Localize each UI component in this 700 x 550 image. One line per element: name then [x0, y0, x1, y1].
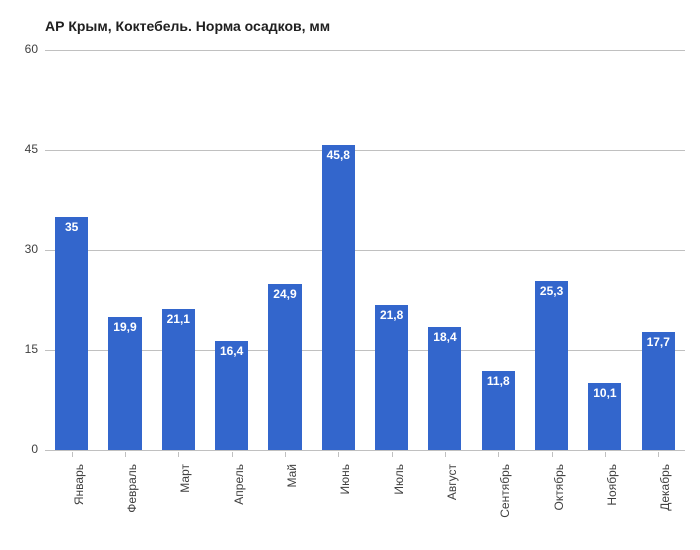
- bar-slot: 11,8: [472, 50, 525, 450]
- bar: 24,9: [268, 284, 301, 450]
- bar: 35: [55, 217, 88, 450]
- chart-container: АР Крым, Коктебель. Норма осадков, мм 35…: [0, 0, 700, 550]
- x-label-slot: Январь: [45, 452, 98, 542]
- x-tick-label: Октябрь: [552, 464, 566, 511]
- bar-value-label: 21,8: [375, 308, 408, 322]
- x-label-slot: Ноябрь: [578, 452, 631, 542]
- bar-slot: 24,9: [258, 50, 311, 450]
- x-tick-label: Декабрь: [658, 464, 672, 511]
- chart-title: АР Крым, Коктебель. Норма осадков, мм: [45, 18, 330, 34]
- bar-value-label: 19,9: [108, 320, 141, 334]
- bar: 25,3: [535, 281, 568, 450]
- x-label-slot: Октябрь: [525, 452, 578, 542]
- bar-slot: 35: [45, 50, 98, 450]
- x-label-slot: Май: [258, 452, 311, 542]
- x-tick-label: Февраль: [125, 464, 139, 513]
- x-tick-label: Апрель: [232, 464, 246, 505]
- y-tick-label: 45: [0, 142, 38, 156]
- x-label-slot: Август: [418, 452, 471, 542]
- bar-value-label: 10,1: [588, 386, 621, 400]
- bar-slot: 25,3: [525, 50, 578, 450]
- bar: 19,9: [108, 317, 141, 450]
- bar-slot: 21,1: [152, 50, 205, 450]
- x-tick: [178, 452, 179, 457]
- bar-value-label: 16,4: [215, 344, 248, 358]
- x-tick-label: Январь: [72, 464, 86, 505]
- bar-slot: 16,4: [205, 50, 258, 450]
- x-tick-label: Июль: [392, 464, 406, 495]
- x-tick: [285, 452, 286, 457]
- bar-value-label: 45,8: [322, 148, 355, 162]
- x-tick: [232, 452, 233, 457]
- bar: 21,1: [162, 309, 195, 450]
- bar: 45,8: [322, 145, 355, 450]
- x-label-slot: Декабрь: [632, 452, 685, 542]
- x-tick-label: Сентябрь: [498, 464, 512, 518]
- y-tick-label: 15: [0, 342, 38, 356]
- bar: 10,1: [588, 383, 621, 450]
- bar-slot: 10,1: [578, 50, 631, 450]
- x-tick: [392, 452, 393, 457]
- x-tick-label: Март: [178, 464, 192, 493]
- bar: 16,4: [215, 341, 248, 450]
- bar-slot: 19,9: [98, 50, 151, 450]
- bar-value-label: 18,4: [428, 330, 461, 344]
- y-tick-label: 60: [0, 42, 38, 56]
- x-label-slot: Апрель: [205, 452, 258, 542]
- x-tick: [338, 452, 339, 457]
- y-tick-label: 30: [0, 242, 38, 256]
- x-tick: [445, 452, 446, 457]
- x-label-slot: Март: [152, 452, 205, 542]
- bar-value-label: 11,8: [482, 374, 515, 388]
- bar-value-label: 35: [55, 220, 88, 234]
- bar-value-label: 24,9: [268, 287, 301, 301]
- bar-slot: 18,4: [418, 50, 471, 450]
- x-tick: [605, 452, 606, 457]
- x-axis-labels: Январь Февраль Март Апрель Май Июнь Июль Август…: [45, 452, 685, 542]
- x-tick: [72, 452, 73, 457]
- bar: 11,8: [482, 371, 515, 450]
- x-tick: [125, 452, 126, 457]
- x-tick-label: Август: [445, 464, 459, 500]
- bar-slot: 45,8: [312, 50, 365, 450]
- x-label-slot: Февраль: [98, 452, 151, 542]
- x-tick: [658, 452, 659, 457]
- bar: 21,8: [375, 305, 408, 450]
- bar-value-label: 25,3: [535, 284, 568, 298]
- bar: 18,4: [428, 327, 461, 450]
- y-tick-label: 0: [0, 442, 38, 456]
- bar-slot: 17,7: [632, 50, 685, 450]
- bars-container: 35 19,9 21,1 16,4 24,9 45,8 21,8 18,4 11,8 25,3 10…: [45, 50, 685, 450]
- x-tick-label: Ноябрь: [605, 464, 619, 506]
- x-tick-label: Июнь: [338, 464, 352, 495]
- bar-slot: 21,8: [365, 50, 418, 450]
- x-tick: [552, 452, 553, 457]
- x-label-slot: Июнь: [312, 452, 365, 542]
- x-label-slot: Сентябрь: [472, 452, 525, 542]
- x-tick: [498, 452, 499, 457]
- plot-area: 35 19,9 21,1 16,4 24,9 45,8 21,8 18,4 11,8 25,3 10…: [45, 50, 685, 451]
- bar: 17,7: [642, 332, 675, 450]
- x-tick-label: Май: [285, 464, 299, 488]
- bar-value-label: 17,7: [642, 335, 675, 349]
- x-label-slot: Июль: [365, 452, 418, 542]
- bar-value-label: 21,1: [162, 312, 195, 326]
